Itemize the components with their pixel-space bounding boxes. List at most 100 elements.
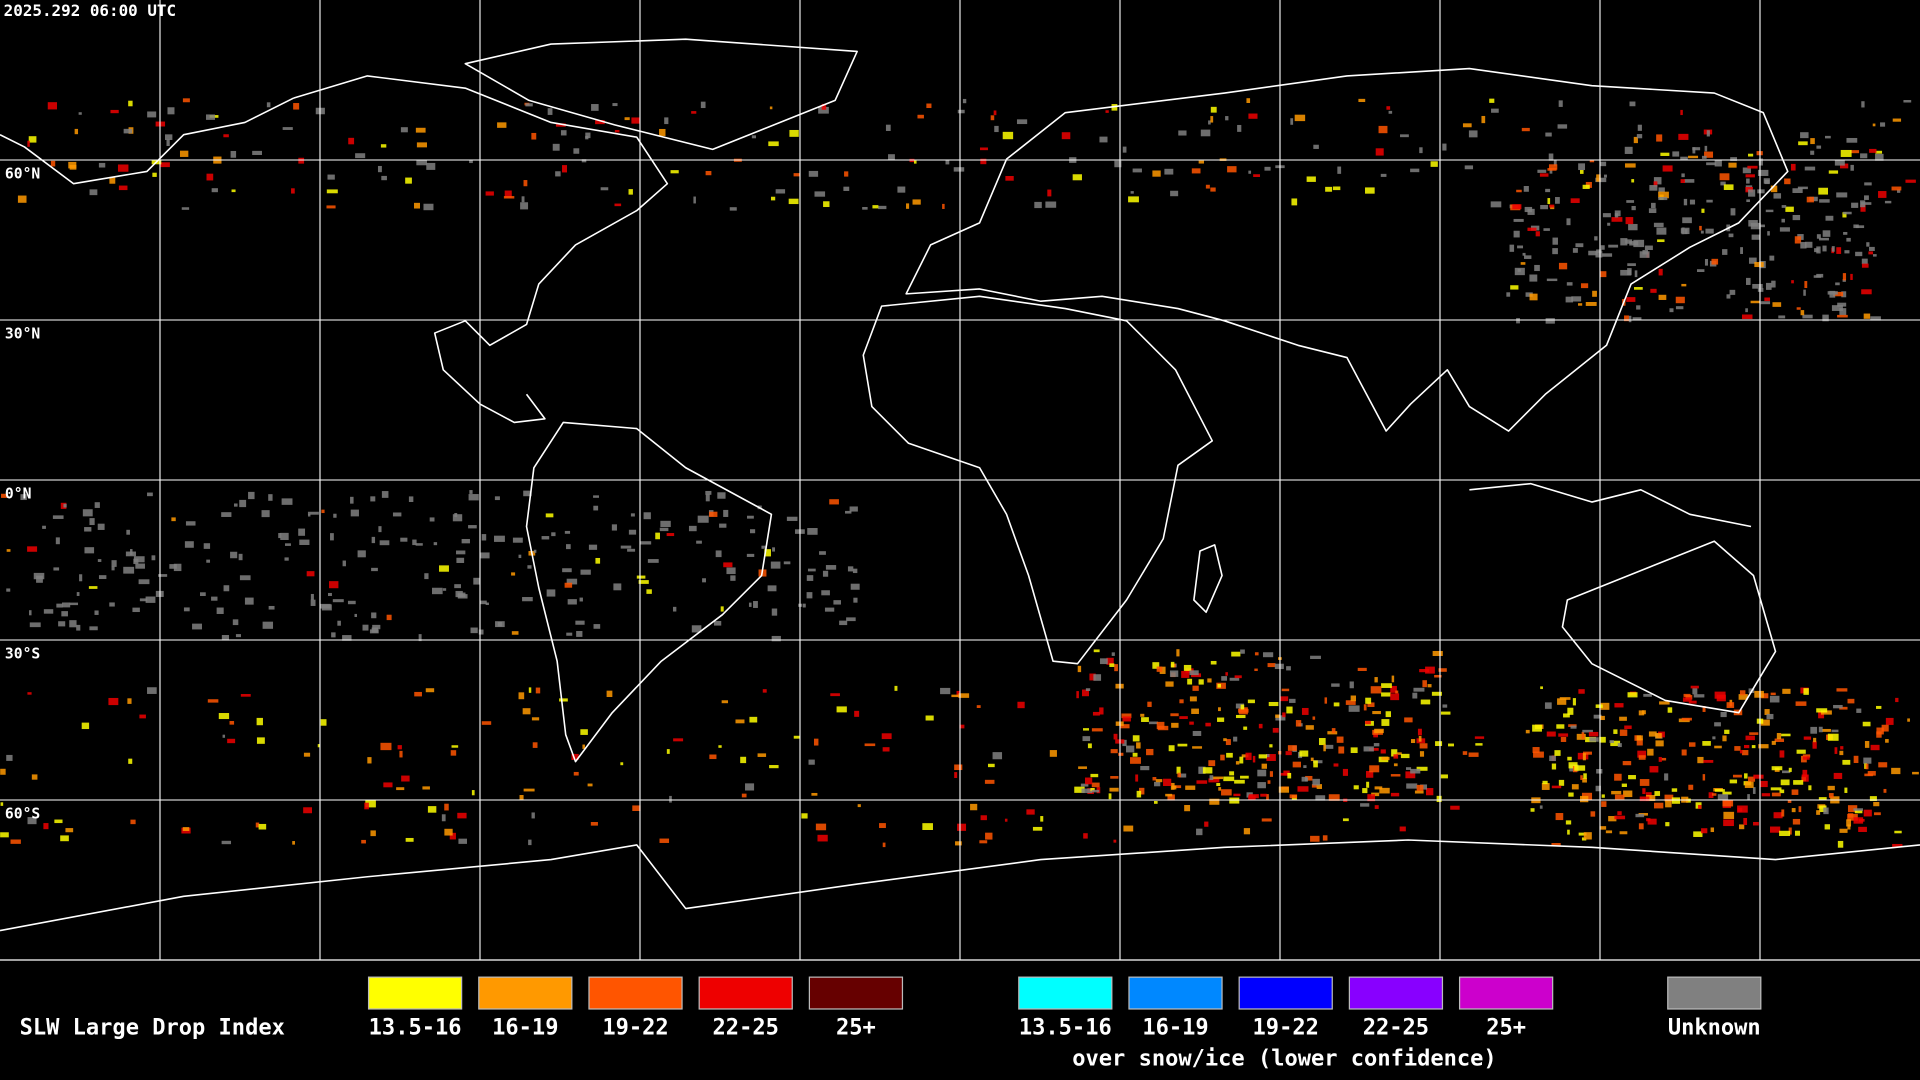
cloud-pixel [1703,759,1714,763]
cloud-pixel [697,515,709,523]
cloud-pixel [1378,125,1388,134]
cloud-pixel [1683,693,1691,697]
cloud-pixel [1147,701,1152,707]
cloud-pixel [1235,703,1245,709]
legend-swatch [1018,976,1113,1010]
cloud-pixel [1850,273,1853,280]
cloud-pixel [1626,297,1636,302]
cloud-pixel [285,543,291,546]
cloud-pixel [58,621,66,627]
cloud-pixel [485,191,494,196]
cloud-pixel [1167,794,1175,801]
cloud-pixel [1176,766,1181,774]
cloud-pixel [261,510,270,518]
cloud-pixel [1751,234,1760,240]
cloud-pixel [922,823,933,831]
cloud-pixel [1287,745,1297,751]
cloud-pixel [1603,174,1607,178]
cloud-pixel [1323,744,1326,752]
cloud-pixel [1235,761,1240,765]
cloud-pixel [1614,773,1622,781]
cloud-pixel [408,496,414,503]
cloud-pixel [1837,840,1844,848]
cloud-pixel [1489,98,1495,103]
cloud-pixel [1860,153,1868,159]
cloud-pixel [74,128,79,135]
cloud-pixel [1794,236,1802,244]
cloud-pixel [221,512,232,517]
cloud-pixel [511,572,516,576]
cloud-pixel [1237,124,1242,132]
cloud-pixel [0,832,9,838]
cloud-pixel [1373,743,1380,747]
cloud-pixel [857,804,861,808]
cloud-pixel [1759,224,1765,228]
cloud-pixel [221,840,232,845]
cloud-pixel [1644,245,1653,251]
cloud-pixel [1198,160,1205,164]
cloud-pixel [1684,229,1688,235]
cloud-pixel [1827,785,1835,791]
cloud-pixel [1680,156,1688,161]
cloud-pixel [746,515,754,519]
cloud-pixel [566,578,578,585]
cloud-pixel [1552,248,1558,255]
cloud-pixel [1235,714,1246,719]
cloud-pixel [152,172,157,177]
cloud-pixel [606,690,613,698]
cloud-pixel [813,738,819,746]
cloud-pixel [1267,663,1276,668]
cloud-pixel [458,838,467,844]
cloud-pixel [422,786,430,790]
cloud-pixel [1257,782,1266,789]
cloud-pixel [1605,830,1613,834]
cloud-pixel [1876,731,1882,738]
cloud-pixel [1726,702,1735,708]
cloud-pixel [1658,187,1665,193]
cloud-pixel [248,491,255,500]
cloud-pixel [94,610,99,615]
cloud-pixel [1332,186,1341,191]
cloud-pixel [377,165,382,173]
cloud-pixel [1372,711,1381,715]
coastline [293,75,669,424]
cloud-pixel [1170,190,1179,197]
cloud-pixel [1706,130,1710,137]
cloud-pixel [823,201,830,208]
cloud-pixel [1656,227,1667,235]
cloud-pixel [1468,752,1479,757]
cloud-pixel [1520,262,1526,265]
cloud-pixel [494,496,500,501]
cloud-pixel [713,620,722,626]
cloud-pixel [1390,693,1400,701]
cloud-pixel [1680,179,1685,184]
cloud-pixel [1702,741,1711,746]
cloud-pixel [1077,665,1082,673]
cloud-pixel [1295,720,1302,727]
cloud-pixel [128,100,133,107]
cloud-pixel [1884,200,1892,204]
cloud-pixel [1636,738,1643,746]
cloud-pixel [628,529,637,535]
cloud-pixel [705,171,712,176]
cloud-pixel [1771,766,1783,771]
cloud-pixel [1773,812,1783,819]
cloud-pixel [1595,785,1601,792]
cloud-pixel [1761,793,1771,797]
cloud-pixel [371,536,376,544]
cloud-pixel [1779,789,1785,794]
cloud-pixel [821,590,830,596]
cloud-pixel [1769,255,1775,261]
cloud-pixel [1646,795,1656,801]
cloud-pixel [380,742,392,751]
cloud-pixel [1816,810,1821,815]
cloud-pixel [381,175,387,181]
cloud-pixel [1866,242,1870,247]
cloud-pixel [1254,652,1259,656]
cloud-pixel [1860,204,1866,212]
cloud-pixel [1729,289,1736,295]
coastline [905,67,1789,432]
cloud-pixel [567,599,577,605]
cloud-pixel [54,819,63,824]
cloud-pixel [881,733,892,740]
